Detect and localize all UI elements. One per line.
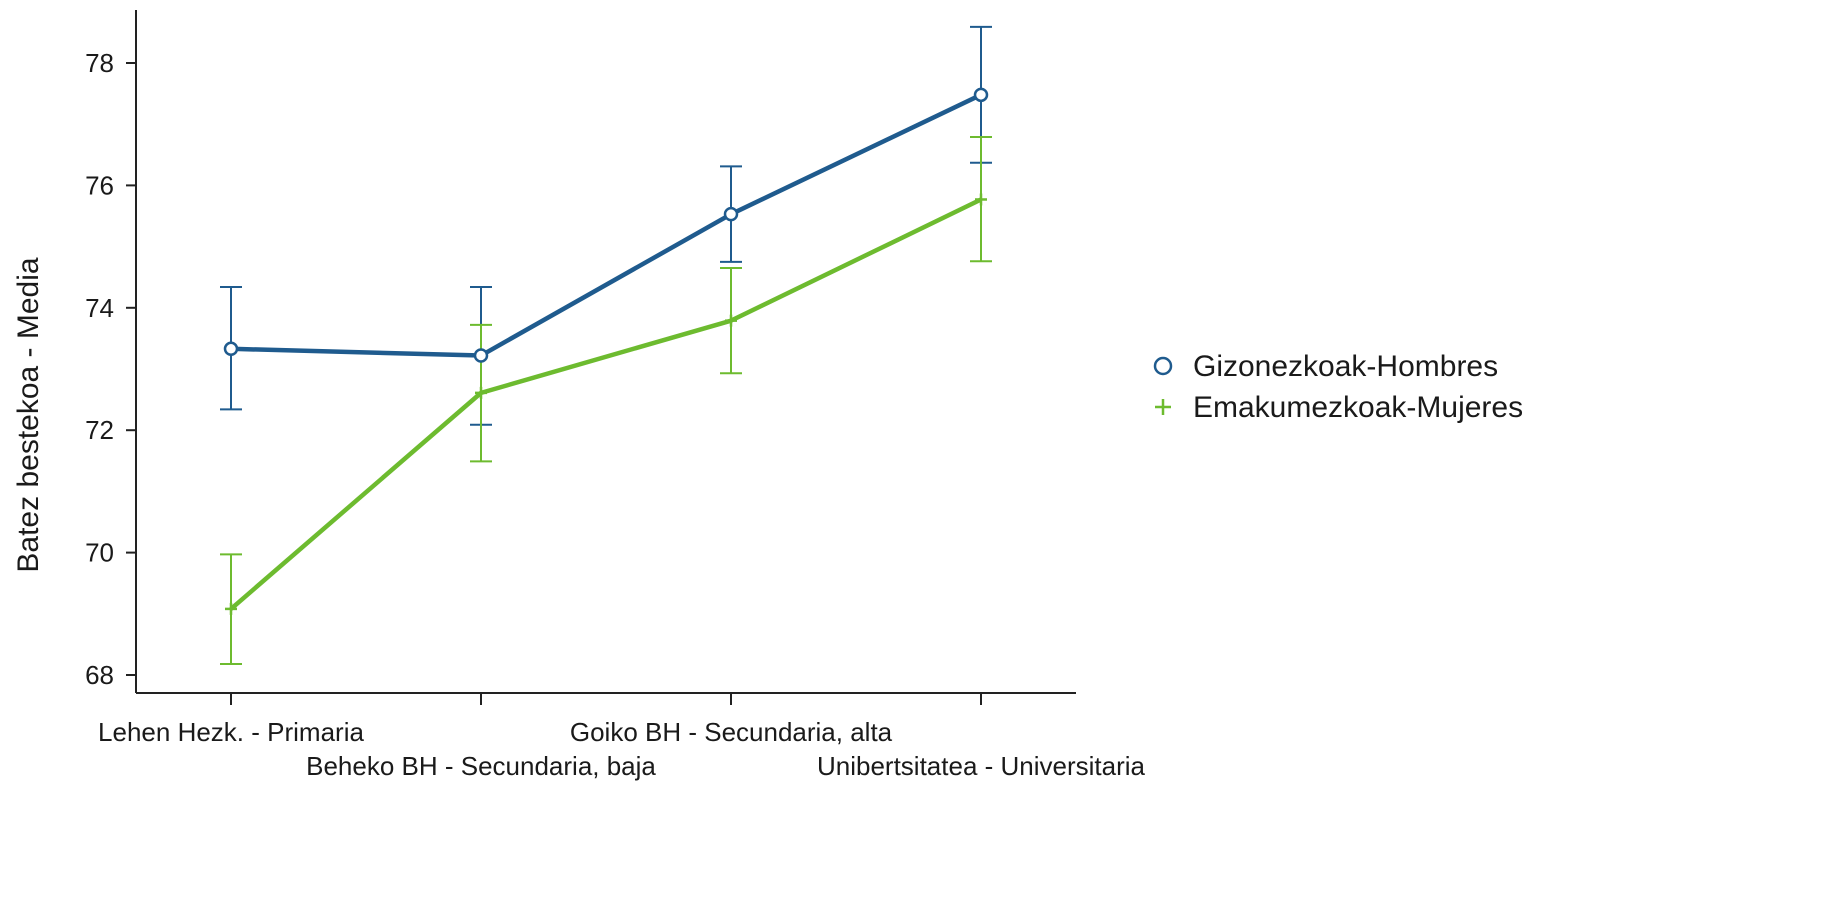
data-point [473,348,489,363]
y-tick-label: 76 [85,170,114,200]
x-tick-label: Beheko BH - Secundaria, baja [306,751,656,781]
legend-marker-circle [1153,356,1173,376]
y-tick-label: 70 [85,538,114,568]
y-tick-label: 74 [85,293,114,323]
legend: Gizonezkoak-Hombres Emakumezkoak-Mujeres [1153,350,1523,424]
series-line [229,197,982,611]
data-point [223,341,239,357]
series-lines [229,92,982,611]
data-point [973,87,989,103]
series-markers [223,87,989,615]
data-point [475,386,487,399]
data-point [225,602,237,615]
y-tick-label: 72 [85,415,114,445]
y-tick-label: 78 [85,48,114,78]
data-point [725,314,737,327]
data-point [723,206,739,222]
legend-marker-plus [1155,399,1171,415]
legend-label: Emakumezkoak-Mujeres [1193,391,1523,424]
x-tick-label: Goiko BH - Secundaria, alta [570,717,893,747]
y-tick-label: 68 [85,660,114,690]
y-axis-title: Batez bestekoa - Media [12,257,45,572]
series-line [230,92,982,358]
x-tick-label: Unibertsitatea - Universitaria [817,751,1146,781]
error-bars [220,25,992,665]
x-tick-label: Lehen Hezk. - Primaria [98,717,364,747]
legend-label: Gizonezkoak-Hombres [1193,350,1498,383]
data-point [975,193,987,206]
axes: 68 70 72 74 76 78 Lehen Hezk. - Primaria Beheko… [85,10,1146,781]
